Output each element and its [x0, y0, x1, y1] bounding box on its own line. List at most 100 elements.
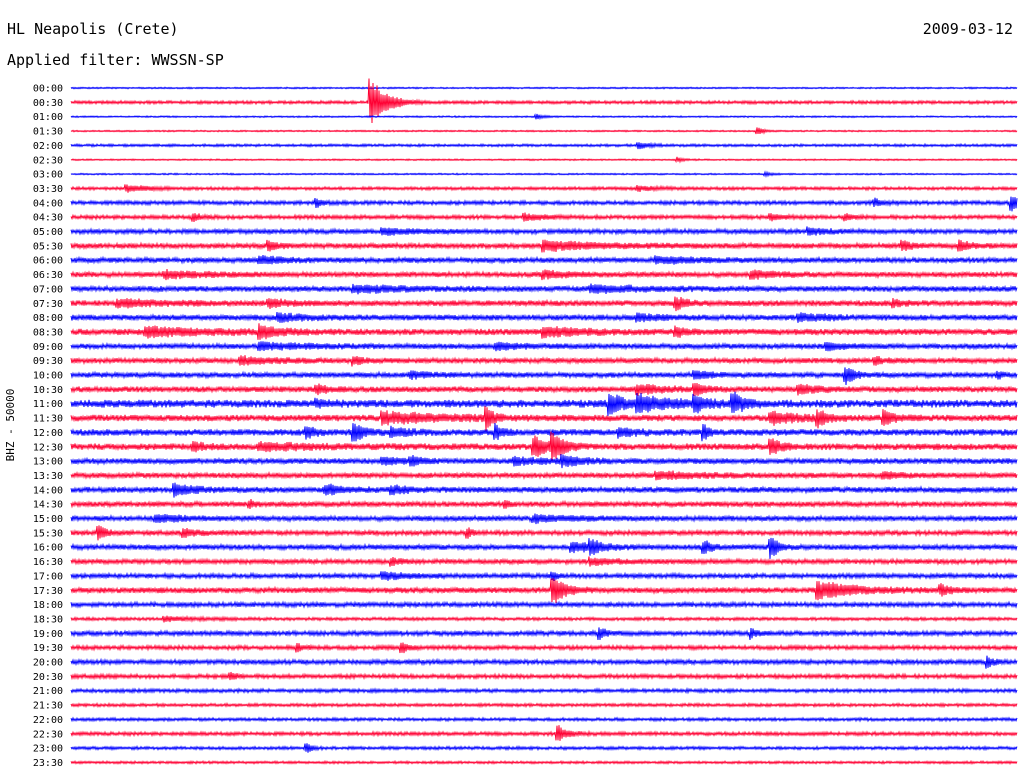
trace-line — [70, 687, 1018, 695]
time-label: 03:30 — [33, 184, 63, 195]
time-label: 06:00 — [33, 256, 63, 267]
trace-line — [70, 184, 1018, 193]
trace-line — [70, 453, 1018, 469]
trace-line — [70, 716, 1018, 723]
trace-line — [70, 283, 1018, 295]
time-label: 17:30 — [33, 586, 63, 597]
trace-line — [70, 127, 1018, 135]
trace-line — [70, 86, 1018, 90]
time-label: 12:30 — [33, 442, 63, 453]
trace-line — [70, 422, 1018, 442]
trace-line — [70, 341, 1018, 352]
time-label: 01:30 — [33, 127, 63, 138]
time-label: 12:00 — [33, 428, 63, 439]
time-label: 14:30 — [33, 500, 63, 511]
time-label: 04:00 — [33, 198, 63, 209]
trace-line — [70, 141, 1018, 150]
trace-line — [70, 655, 1018, 669]
trace-rows: 00:00 00:30 01:00 01:30 02:00 02:30 03:00 03:30… — [33, 78, 1018, 769]
trace-line — [70, 311, 1018, 323]
time-label: 09:30 — [33, 356, 63, 367]
trace-line — [70, 78, 1018, 124]
time-label: 23:00 — [33, 744, 63, 755]
time-label: 21:00 — [33, 686, 63, 697]
trace-line — [70, 499, 1018, 510]
trace-line — [70, 725, 1018, 741]
time-label: 22:00 — [33, 715, 63, 726]
trace-line — [70, 470, 1018, 481]
time-label: 01:00 — [33, 112, 63, 123]
time-label: 13:00 — [33, 457, 63, 468]
time-label: 20:30 — [33, 672, 63, 683]
time-label: 19:30 — [33, 643, 63, 654]
trace-line — [70, 513, 1018, 525]
time-label: 22:30 — [33, 729, 63, 740]
time-label: 05:00 — [33, 227, 63, 238]
trace-line — [70, 226, 1018, 236]
date-label: 2009-03-12 — [922, 20, 1013, 38]
trace-line — [70, 296, 1018, 312]
time-label: 11:30 — [33, 414, 63, 425]
time-label: 00:30 — [33, 98, 63, 109]
time-label: 04:30 — [33, 213, 63, 224]
trace-line — [70, 600, 1018, 609]
trace-line — [70, 642, 1018, 654]
time-label: 05:30 — [33, 241, 63, 252]
trace-line — [70, 156, 1018, 164]
filter-label: Applied filter: WWSSN-SP — [7, 51, 224, 69]
trace-line — [70, 671, 1018, 681]
trace-line — [70, 239, 1018, 253]
time-label: 18:30 — [33, 614, 63, 625]
trace-line — [70, 614, 1018, 623]
time-label: 15:30 — [33, 528, 63, 539]
time-label: 08:30 — [33, 327, 63, 338]
time-label: 19:00 — [33, 629, 63, 640]
time-label: 10:30 — [33, 385, 63, 396]
trace-line — [70, 701, 1018, 709]
time-label: 16:00 — [33, 543, 63, 554]
trace-line — [70, 391, 1018, 416]
station-title: HL Neapolis (Crete) — [7, 20, 179, 38]
time-label: 09:00 — [33, 342, 63, 353]
time-label: 23:30 — [33, 758, 63, 769]
time-label: 03:00 — [33, 170, 63, 181]
time-label: 21:30 — [33, 701, 63, 712]
time-label: 13:30 — [33, 471, 63, 482]
trace-line — [70, 525, 1018, 541]
time-label: 07:00 — [33, 284, 63, 295]
trace-line — [70, 759, 1018, 766]
time-label: 11:00 — [33, 399, 63, 410]
trace-line — [70, 254, 1018, 265]
trace-line — [70, 383, 1018, 397]
time-label: 17:00 — [33, 571, 63, 582]
trace-line — [70, 367, 1018, 386]
time-label: 10:00 — [33, 371, 63, 382]
y-axis-label: BHZ - 50000 — [4, 389, 17, 462]
trace-line — [70, 269, 1018, 281]
trace-line — [70, 556, 1018, 567]
time-label: 06:30 — [33, 270, 63, 281]
trace-line — [70, 627, 1018, 641]
time-label: 16:30 — [33, 557, 63, 568]
trace-line — [70, 196, 1018, 212]
time-label: 20:00 — [33, 658, 63, 669]
trace-line — [70, 431, 1018, 462]
trace-line — [70, 743, 1018, 753]
time-label: 02:30 — [33, 155, 63, 166]
trace-line — [70, 323, 1018, 340]
trace-line — [70, 406, 1018, 431]
trace-line — [70, 355, 1018, 367]
time-label: 00:00 — [33, 84, 63, 95]
trace-line — [70, 537, 1018, 559]
time-label: 18:00 — [33, 600, 63, 611]
time-label: 07:30 — [33, 299, 63, 310]
trace-line — [70, 482, 1018, 498]
time-label: 15:00 — [33, 514, 63, 525]
trace-line — [70, 113, 1018, 121]
trace-line — [70, 578, 1018, 603]
time-label: 02:00 — [33, 141, 63, 152]
time-label: 14:00 — [33, 485, 63, 496]
trace-line — [70, 212, 1018, 222]
trace-line — [70, 571, 1018, 581]
